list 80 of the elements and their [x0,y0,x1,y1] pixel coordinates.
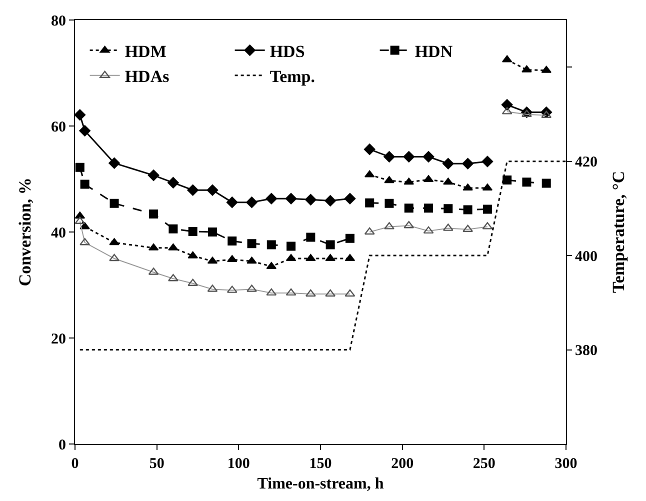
point [463,205,472,214]
legend-label: HDS [270,42,305,61]
point [404,178,414,185]
point [444,204,453,214]
point [384,176,394,184]
point [227,255,238,262]
point [266,192,278,204]
point [208,228,217,236]
point [226,196,238,208]
point [482,204,492,214]
point [462,158,474,170]
legend-label: Temp. [270,67,316,86]
point [149,209,158,218]
x-axis-title: Time-on-stream, h [257,476,384,493]
x-tick-label: 100 [227,456,250,472]
x-tick-label: 0 [71,456,79,472]
point [206,184,218,196]
point [266,240,276,250]
point [344,192,356,204]
point [188,251,198,258]
point [443,178,454,185]
y2-axis-title: Temperature, °C [608,170,628,294]
point [110,198,119,208]
point [75,162,84,172]
legend-label: HDM [124,42,166,61]
point [442,158,454,170]
point [80,180,90,189]
point [326,240,335,250]
x-tick-label: 150 [309,456,332,472]
legend-label: HDAs [124,67,170,86]
point [502,176,512,185]
point [345,234,354,243]
y-axis-title: Conversion, % [16,178,35,286]
point [365,198,374,208]
y-tick-label: 20 [51,331,66,348]
point [424,204,434,213]
point [304,194,316,206]
y-tick-label: 60 [51,119,66,136]
point [246,256,257,264]
point [542,178,551,188]
point [384,198,394,208]
legend-label: HDN [414,42,454,61]
point [188,226,198,236]
point [324,195,336,206]
point [404,204,414,213]
point [247,239,256,248]
point [541,66,552,73]
point [228,236,237,246]
point [364,144,376,156]
point [522,178,532,187]
y-tick-label: 40 [51,225,66,242]
point [422,151,434,162]
point [501,99,513,110]
point [168,243,178,250]
x-tick-label: 50 [149,456,164,472]
point [109,238,120,246]
point [462,184,473,191]
point [384,151,395,162]
point [168,224,178,234]
point [285,192,297,204]
point [403,151,415,162]
y-tick-label: 0 [58,437,66,454]
x-tick-label: 300 [554,456,578,472]
y2-tick-label: 380 [575,343,598,360]
point [306,232,316,242]
point [79,125,91,136]
y2-tick-label: 400 [575,248,598,265]
point [246,196,258,208]
point [522,65,532,72]
x-tick-label: 250 [472,456,496,472]
point [148,170,160,181]
point [168,177,179,188]
point [286,242,296,251]
y2-tick-label: 420 [575,154,598,171]
x-tick-label: 200 [391,456,414,472]
point [187,184,199,196]
point [108,157,120,169]
y-tick-label: 80 [51,13,66,30]
point [75,109,86,121]
point [482,156,494,168]
